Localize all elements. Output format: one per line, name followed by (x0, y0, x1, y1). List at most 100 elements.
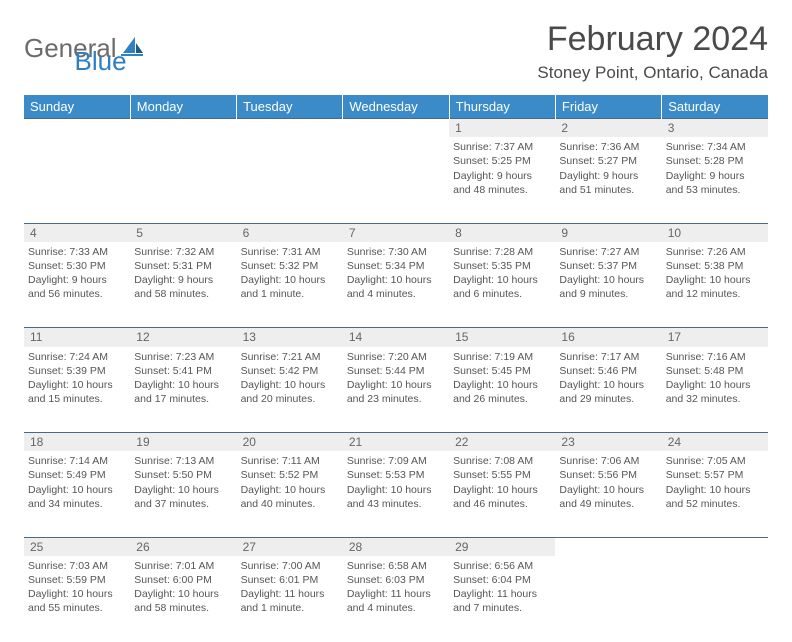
day-number: 17 (662, 328, 768, 347)
sunset-line: Sunset: 5:55 PM (453, 468, 551, 482)
sunset-line: Sunset: 6:00 PM (134, 573, 232, 587)
daylight-line: Daylight: 10 hours and 32 minutes. (666, 378, 764, 406)
detail-row: Sunrise: 7:37 AMSunset: 5:25 PMDaylight:… (24, 137, 768, 223)
day-number: 10 (662, 223, 768, 242)
daylight-line: Daylight: 10 hours and 43 minutes. (347, 483, 445, 511)
day-number: 21 (343, 433, 449, 452)
day-cell: Sunrise: 7:33 AMSunset: 5:30 PMDaylight:… (24, 242, 130, 328)
sunset-line: Sunset: 5:49 PM (28, 468, 126, 482)
day-number: 12 (130, 328, 236, 347)
sunrise-line: Sunrise: 6:58 AM (347, 559, 445, 573)
weekday-saturday: Saturday (662, 95, 768, 119)
day-number: 27 (237, 537, 343, 556)
sunrise-line: Sunrise: 7:26 AM (666, 245, 764, 259)
sunrise-line: Sunrise: 7:14 AM (28, 454, 126, 468)
day-number: 19 (130, 433, 236, 452)
weekday-monday: Monday (130, 95, 236, 119)
day-cell: Sunrise: 7:30 AMSunset: 5:34 PMDaylight:… (343, 242, 449, 328)
day-number: 18 (24, 433, 130, 452)
daynum-row: 2526272829 (24, 537, 768, 556)
day-number (237, 119, 343, 138)
sunset-line: Sunset: 5:31 PM (134, 259, 232, 273)
weekday-sunday: Sunday (24, 95, 130, 119)
day-cell (24, 137, 130, 223)
daylight-line: Daylight: 10 hours and 12 minutes. (666, 273, 764, 301)
day-number: 9 (555, 223, 661, 242)
day-number: 26 (130, 537, 236, 556)
sunset-line: Sunset: 5:57 PM (666, 468, 764, 482)
sunset-line: Sunset: 5:38 PM (666, 259, 764, 273)
sunrise-line: Sunrise: 7:08 AM (453, 454, 551, 468)
daylight-line: Daylight: 9 hours and 48 minutes. (453, 169, 551, 197)
sunset-line: Sunset: 5:37 PM (559, 259, 657, 273)
day-cell: Sunrise: 7:11 AMSunset: 5:52 PMDaylight:… (237, 451, 343, 537)
day-cell: Sunrise: 7:21 AMSunset: 5:42 PMDaylight:… (237, 347, 343, 433)
sunrise-line: Sunrise: 7:36 AM (559, 140, 657, 154)
day-cell (555, 556, 661, 642)
sunset-line: Sunset: 6:01 PM (241, 573, 339, 587)
detail-row: Sunrise: 7:03 AMSunset: 5:59 PMDaylight:… (24, 556, 768, 642)
day-number: 23 (555, 433, 661, 452)
sunset-line: Sunset: 5:46 PM (559, 364, 657, 378)
day-number: 15 (449, 328, 555, 347)
sunrise-line: Sunrise: 7:27 AM (559, 245, 657, 259)
day-cell: Sunrise: 7:01 AMSunset: 6:00 PMDaylight:… (130, 556, 236, 642)
day-number: 1 (449, 119, 555, 138)
daylight-line: Daylight: 11 hours and 4 minutes. (347, 587, 445, 615)
detail-row: Sunrise: 7:14 AMSunset: 5:49 PM Daylight:… (24, 451, 768, 537)
daylight-line: Daylight: 10 hours and 52 minutes. (666, 483, 764, 511)
daylight-line: Daylight: 10 hours and 17 minutes. (134, 378, 232, 406)
sunrise-line: Sunrise: 7:33 AM (28, 245, 126, 259)
sunset-line: Sunset: 5:56 PM (559, 468, 657, 482)
sunset-line: Sunset: 5:28 PM (666, 154, 764, 168)
sunrise-line: Sunrise: 7:13 AM (134, 454, 232, 468)
sunset-line: Sunset: 5:59 PM (28, 573, 126, 587)
sunrise-line: Sunrise: 7:05 AM (666, 454, 764, 468)
day-cell: Sunrise: 7:17 AMSunset: 5:46 PMDaylight:… (555, 347, 661, 433)
sunrise-line: Sunrise: 7:34 AM (666, 140, 764, 154)
day-cell: Sunrise: 7:06 AMSunset: 5:56 PMDaylight:… (555, 451, 661, 537)
sunset-line: Sunset: 5:39 PM (28, 364, 126, 378)
daynum-row: 45678910 (24, 223, 768, 242)
day-cell (662, 556, 768, 642)
day-cell: Sunrise: 6:58 AMSunset: 6:03 PMDaylight:… (343, 556, 449, 642)
sunset-line: Sunset: 5:48 PM (666, 364, 764, 378)
title-block: February 2024 Stoney Point, Ontario, Can… (537, 20, 768, 83)
daylight-line: Daylight: 10 hours and 29 minutes. (559, 378, 657, 406)
daylight-line: Daylight: 10 hours and 26 minutes. (453, 378, 551, 406)
daylight-line: Daylight: 10 hours and 20 minutes. (241, 378, 339, 406)
sunrise-line: Sunrise: 7:24 AM (28, 350, 126, 364)
sunset-line: Sunset: 5:32 PM (241, 259, 339, 273)
sunset-line: Sunset: 6:04 PM (453, 573, 551, 587)
day-number: 3 (662, 119, 768, 138)
day-cell: Sunrise: 7:00 AMSunset: 6:01 PMDaylight:… (237, 556, 343, 642)
day-cell: Sunrise: 7:31 AMSunset: 5:32 PMDaylight:… (237, 242, 343, 328)
day-number: 28 (343, 537, 449, 556)
sunrise-line: Sunrise: 7:20 AM (347, 350, 445, 364)
day-cell (130, 137, 236, 223)
day-number: 6 (237, 223, 343, 242)
sunrise-line: Sunrise: 7:09 AM (347, 454, 445, 468)
logo-text-blue: Blue (75, 46, 127, 77)
sunrise-line: Sunrise: 7:21 AM (241, 350, 339, 364)
day-cell: Sunrise: 7:16 AMSunset: 5:48 PMDaylight:… (662, 347, 768, 433)
day-cell: Sunrise: 7:37 AMSunset: 5:25 PMDaylight:… (449, 137, 555, 223)
sunrise-line: Sunrise: 7:06 AM (559, 454, 657, 468)
day-cell: Sunrise: 7:28 AMSunset: 5:35 PMDaylight:… (449, 242, 555, 328)
sunrise-line: Sunrise: 7:32 AM (134, 245, 232, 259)
sunrise-line: Sunrise: 7:28 AM (453, 245, 551, 259)
sunset-line: Sunset: 5:42 PM (241, 364, 339, 378)
logo: General Blue (24, 20, 127, 77)
sunset-line: Sunset: 6:03 PM (347, 573, 445, 587)
sunrise-line: Sunrise: 7:37 AM (453, 140, 551, 154)
header: General Blue February 2024 Stoney Point,… (24, 20, 768, 83)
sunrise-line: Sunrise: 7:11 AM (241, 454, 339, 468)
day-cell: Sunrise: 7:34 AMSunset: 5:28 PMDaylight:… (662, 137, 768, 223)
daynum-row: 18192021222324 (24, 433, 768, 452)
day-cell: Sunrise: 7:09 AMSunset: 5:53 PMDaylight:… (343, 451, 449, 537)
daylight-line: Daylight: 10 hours and 58 minutes. (134, 587, 232, 615)
sunrise-line: Sunrise: 7:19 AM (453, 350, 551, 364)
day-cell: Sunrise: 6:56 AMSunset: 6:04 PMDaylight:… (449, 556, 555, 642)
daylight-line: Daylight: 9 hours and 58 minutes. (134, 273, 232, 301)
day-number: 11 (24, 328, 130, 347)
